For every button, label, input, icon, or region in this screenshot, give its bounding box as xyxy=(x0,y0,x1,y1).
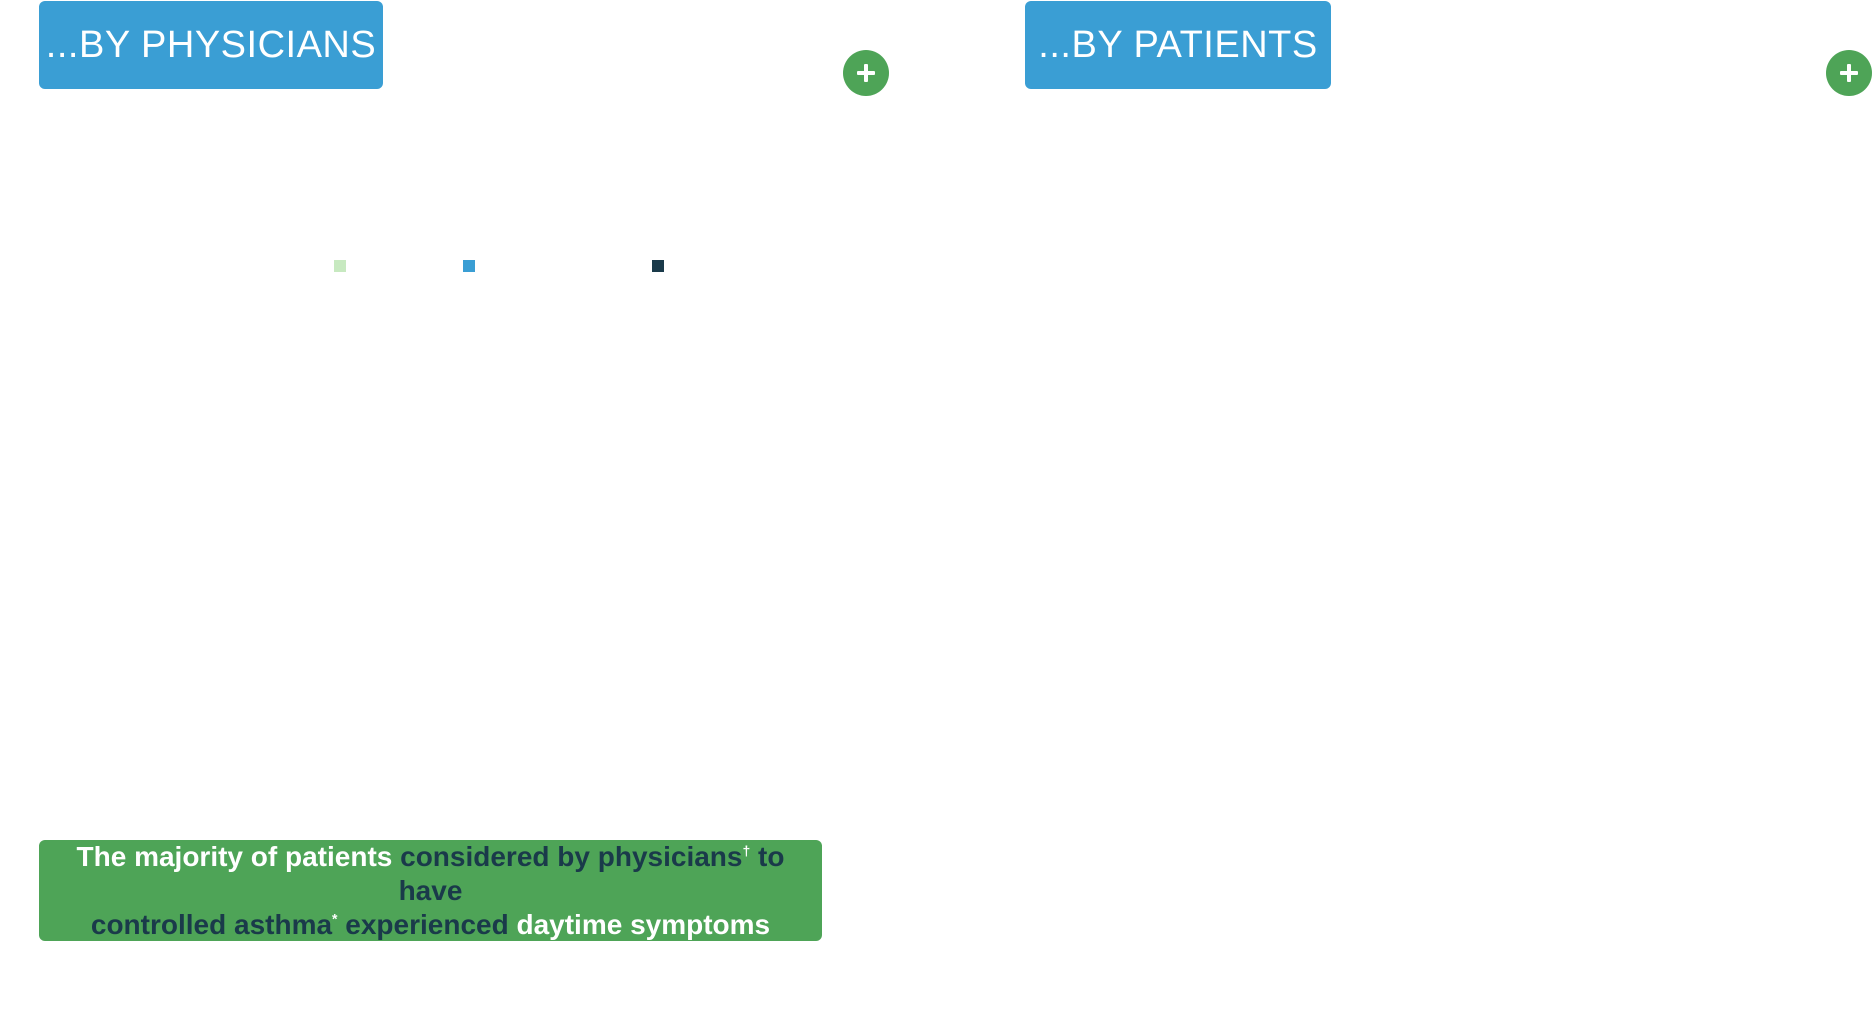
tab-by-physicians-label: ...BY PHYSICIANS xyxy=(45,23,377,66)
summary-text-part: considered by physicians xyxy=(400,840,743,872)
tab-by-patients[interactable]: ...BY PATIENTS xyxy=(1025,1,1331,89)
summary-text-part: to have xyxy=(398,840,785,906)
dagger-footnote-mark: † xyxy=(742,842,751,859)
tab-by-patients-label: ...BY PATIENTS xyxy=(1038,23,1318,66)
legend-swatch-navy xyxy=(652,260,664,272)
plus-icon xyxy=(1840,64,1858,82)
summary-text: The majority of patients considered by p… xyxy=(59,840,802,942)
summary-callout: The majority of patients considered by p… xyxy=(39,840,822,941)
expand-physicians-button[interactable] xyxy=(843,50,889,96)
legend-swatch-light-green xyxy=(334,260,346,272)
summary-text-part: The majority of patients xyxy=(76,840,401,872)
summary-text-part: daytime symptoms xyxy=(516,908,771,940)
summary-text-part: experienced xyxy=(337,908,517,940)
legend-swatch-blue xyxy=(463,260,475,272)
tab-by-physicians[interactable]: ...BY PHYSICIANS xyxy=(39,1,383,89)
summary-text-part: controlled asthma xyxy=(90,908,333,940)
expand-patients-button[interactable] xyxy=(1826,50,1872,96)
plus-icon xyxy=(857,64,875,82)
asterisk-footnote-mark: * xyxy=(332,910,338,927)
